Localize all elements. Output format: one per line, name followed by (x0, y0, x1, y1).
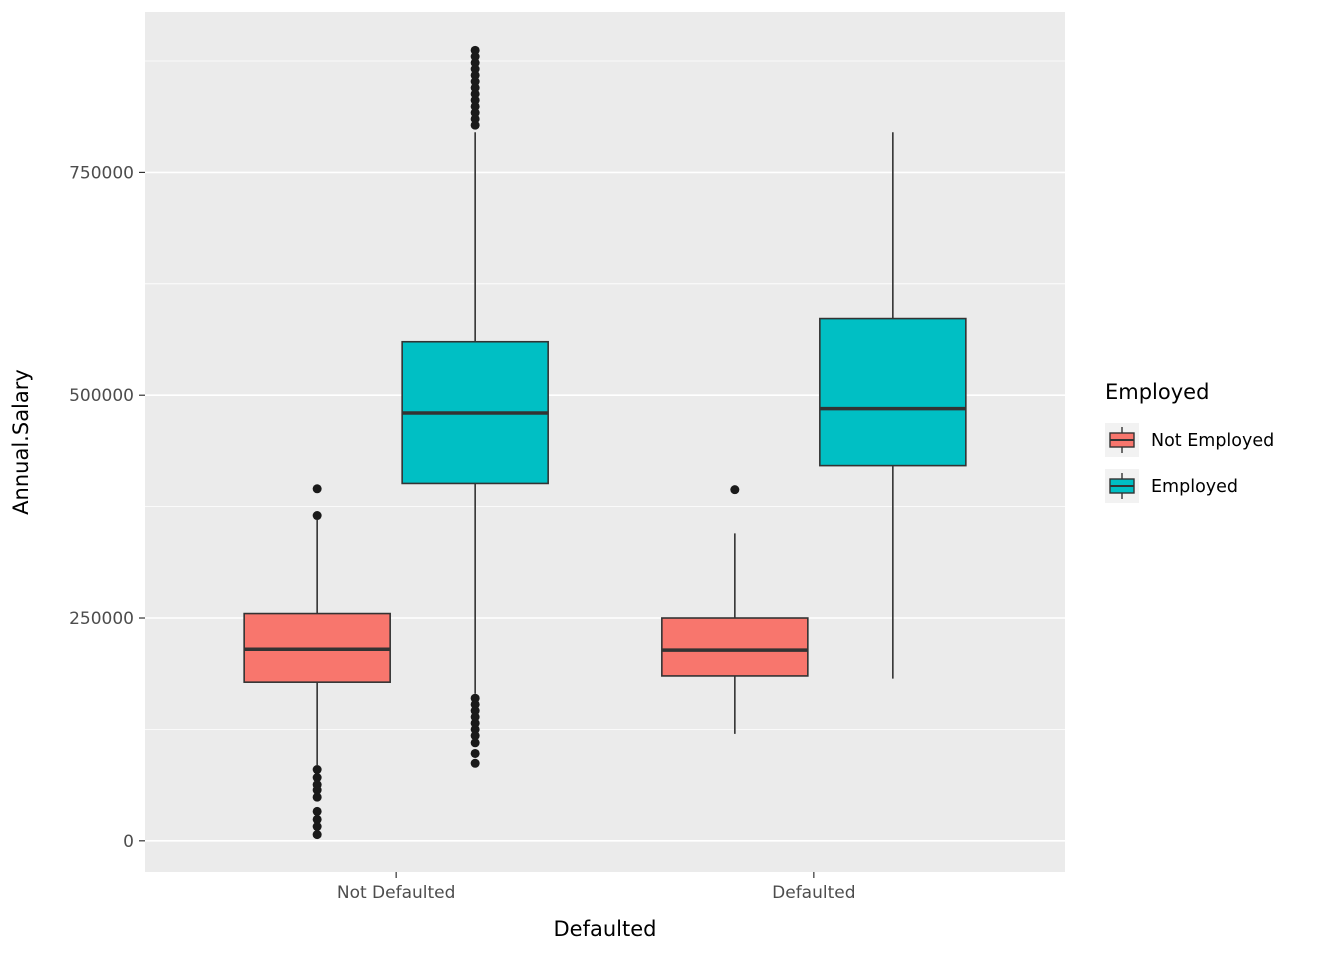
outlier-point (312, 484, 322, 494)
legend-entry-employed: Employed (1105, 469, 1238, 503)
outlier-point (470, 120, 480, 130)
outlier-point (312, 806, 322, 816)
outlier-point (470, 718, 480, 728)
outlier-point (470, 77, 480, 87)
outlier-point (312, 814, 322, 824)
outlier-point (470, 89, 480, 99)
outlier-point (470, 758, 480, 768)
legend-entry-label: Employed (1151, 477, 1238, 497)
outlier-point (470, 70, 480, 80)
outlier-point (470, 724, 480, 734)
outlier-point (470, 731, 480, 741)
outlier-point (470, 738, 480, 748)
y-tick-label: 250000 (69, 609, 134, 629)
boxplot-employed-defaulted (819, 132, 967, 679)
outlier-point (470, 748, 480, 758)
outlier-point (470, 101, 480, 111)
boxplot-not-employed-not-defaulted (243, 484, 391, 840)
iqr-box (819, 317, 967, 467)
outlier-point (312, 792, 322, 802)
x-axis-title: Defaulted (554, 917, 657, 941)
outlier-point (470, 52, 480, 62)
outlier-point (470, 64, 480, 74)
outlier-point (470, 699, 480, 709)
legend: Not Employed Employed (1105, 423, 1274, 503)
outlier-point (470, 706, 480, 716)
y-tick-label: 0 (123, 832, 134, 852)
boxplot-employed-not-defaulted (401, 45, 549, 768)
outlier-point (312, 511, 322, 521)
x-tick-label: Not Defaulted (337, 883, 456, 903)
outlier-point (470, 83, 480, 93)
outlier-point (312, 785, 322, 795)
outlier-point (312, 822, 322, 832)
outlier-point (470, 95, 480, 105)
y-tick-label: 750000 (69, 163, 134, 183)
legend-entry-label: Not Employed (1151, 431, 1274, 451)
outlier-point (470, 114, 480, 124)
y-tick-label: 500000 (69, 386, 134, 406)
y-axis-title: Annual.Salary (9, 369, 33, 515)
outlier-point (312, 773, 322, 783)
outlier-point (730, 485, 740, 495)
outlier-point (470, 108, 480, 118)
outlier-point (470, 693, 480, 703)
boxplot-not-employed-defaulted (661, 485, 809, 734)
outlier-point (470, 58, 480, 68)
outlier-point (470, 45, 480, 55)
iqr-box (661, 617, 809, 677)
outlier-point (312, 765, 322, 775)
boxplot-layer (243, 45, 967, 840)
legend-title: Employed (1105, 380, 1209, 404)
axis-layer: 0 250000 500000 750000 Not Defaulted Defaulte… (69, 163, 855, 903)
x-tick-label: Defaulted (772, 883, 855, 903)
outlier-point (470, 712, 480, 722)
legend-entry-not-employed: Not Employed (1105, 423, 1274, 457)
outlier-point (312, 830, 322, 840)
